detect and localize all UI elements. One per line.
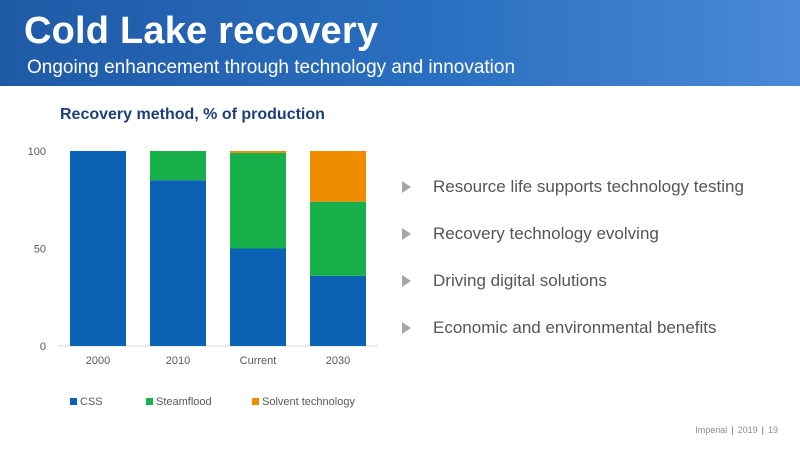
- slide-title: Cold Lake recovery: [24, 10, 379, 52]
- bullet-text: Resource life supports technology testin…: [433, 176, 744, 196]
- slide-subtitle: Ongoing enhancement through technology a…: [27, 57, 516, 78]
- x-tick-label: 2030: [326, 355, 350, 367]
- triangle-right-icon: [402, 227, 411, 240]
- bar-steamflood: [150, 151, 206, 181]
- bar-css: [150, 180, 206, 346]
- bar-steamflood: [310, 201, 366, 276]
- triangle-right-icon: [402, 180, 411, 193]
- x-tick-label: 2010: [166, 355, 190, 367]
- triangle-right-icon: [402, 274, 411, 287]
- bar-steamflood: [230, 152, 286, 249]
- bar-solvent-technology: [230, 151, 286, 153]
- legend-label: CSS: [80, 396, 103, 408]
- bullet-text: Recovery technology evolving: [433, 223, 659, 243]
- x-tick-label: Current: [240, 355, 277, 367]
- triangle-right-icon: [402, 321, 411, 334]
- footer-year: 2019: [737, 425, 758, 435]
- legend-swatch: [70, 398, 77, 405]
- legend-label: Steamflood: [156, 396, 212, 408]
- legend-label: Solvent technology: [262, 396, 355, 408]
- chart-title: Recovery method, % of production: [60, 106, 325, 123]
- slide-footer: Imperial | 2019 | 19: [695, 425, 778, 435]
- legend-swatch: [146, 398, 153, 405]
- stacked-bar-chart: 0 50 100 2000 2010 Current 2030 CSS Steamflood So…: [28, 146, 378, 408]
- y-tick-label: 100: [28, 146, 46, 158]
- bullet-item: Recovery technology evolving: [402, 222, 792, 245]
- y-tick-label: 50: [34, 244, 46, 256]
- bullet-text: Driving digital solutions: [433, 270, 607, 290]
- bar-css: [230, 248, 286, 346]
- bullet-item: Economic and environmental benefits: [402, 316, 792, 339]
- footer-page-number: 19: [767, 425, 778, 435]
- bar-solvent-technology: [310, 151, 366, 202]
- bullet-item: Resource life supports technology testin…: [402, 175, 792, 198]
- bar-css: [310, 275, 366, 346]
- y-tick-label: 0: [40, 341, 46, 353]
- bullet-list: Resource life supports technology testin…: [402, 175, 792, 363]
- footer-separator: |: [731, 425, 734, 435]
- legend-swatch: [252, 398, 259, 405]
- bar-css: [70, 151, 126, 346]
- bullet-item: Driving digital solutions: [402, 269, 792, 292]
- slide-header: Cold Lake recovery Ongoing enhancement t…: [0, 0, 800, 86]
- bullet-text: Economic and environmental benefits: [433, 317, 717, 337]
- footer-separator: |: [761, 425, 764, 435]
- x-tick-label: 2000: [86, 355, 110, 367]
- footer-company: Imperial: [695, 425, 728, 435]
